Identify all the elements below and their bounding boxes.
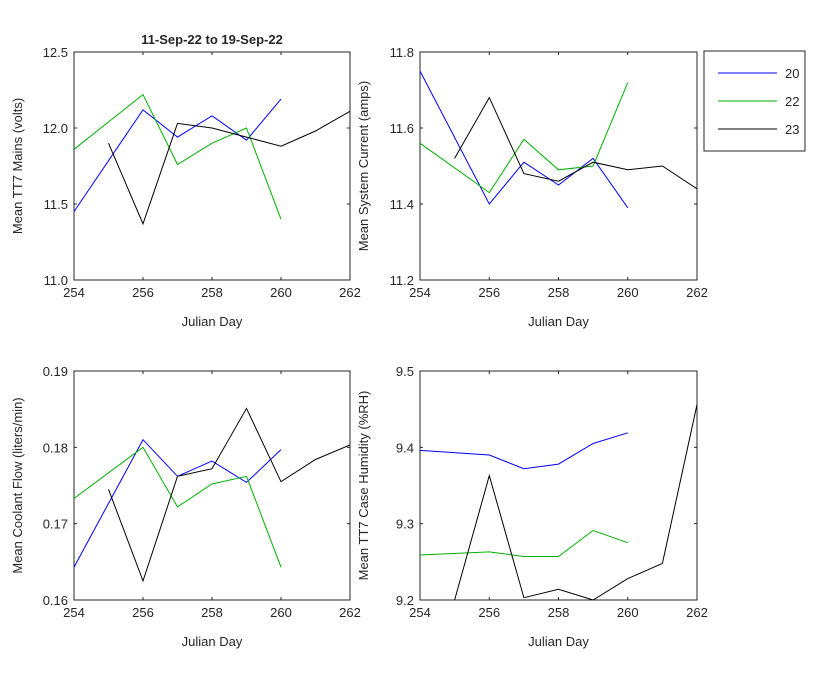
series-line-23 (108, 407, 350, 583)
y-tick-label: 11.6 (390, 121, 414, 136)
x-axis-label: Julian Day (182, 634, 243, 649)
y-axis-label: Mean TT7 Case Humidity (%RH) (356, 391, 371, 581)
series-line-23 (454, 96, 697, 190)
x-tick-label: 262 (339, 285, 361, 300)
x-tick-label: 258 (201, 285, 223, 300)
series-line-22 (74, 93, 282, 220)
series-group (74, 407, 350, 583)
y-axis-label: Mean Coolant Flow (liters/min) (10, 397, 25, 573)
series-line-20 (74, 438, 282, 568)
x-tick-label: 258 (548, 605, 570, 620)
axes-frame (73, 370, 351, 601)
x-tick-label: 260 (270, 605, 292, 620)
y-tick-label: 11.5 (44, 197, 68, 212)
series-line-22 (420, 529, 628, 557)
x-tick-label: 254 (63, 605, 85, 620)
x-tick-label: 256 (478, 605, 500, 620)
y-tick-label: 9.2 (396, 593, 414, 608)
legend-label-23: 23 (785, 122, 799, 137)
series-line-23 (454, 404, 697, 600)
y-tick-label: 9.4 (396, 440, 414, 455)
legend-label-22: 22 (785, 94, 799, 109)
series-group (74, 93, 350, 226)
x-tick-label: 262 (686, 285, 708, 300)
x-tick-label: 258 (201, 605, 223, 620)
y-tick-label: 11.2 (390, 273, 414, 288)
y-tick-label: 12.0 (43, 121, 68, 136)
series-group (420, 404, 697, 600)
y-axis-label: Mean System Current (amps) (356, 81, 371, 252)
series-group (420, 70, 697, 209)
y-tick-label: 9.5 (396, 364, 414, 379)
y-tick-label: 0.19 (43, 364, 68, 379)
y-tick-label: 9.3 (396, 517, 414, 532)
figure-title: 11-Sep-22 to 19-Sep-22 (141, 32, 283, 47)
y-tick-label: 12.5 (43, 45, 68, 60)
axes-frame (73, 51, 351, 281)
x-tick-label: 262 (339, 605, 361, 620)
x-tick-label: 260 (617, 605, 639, 620)
subplot-4: 254 256 258 260 262 9.2 9.3 9.4 9.5 Julian Day Mea… (356, 364, 708, 649)
y-tick-label: 11.8 (390, 45, 414, 60)
x-axis-label: Julian Day (528, 634, 589, 649)
y-tick-label: 0.17 (43, 517, 68, 532)
series-line-20 (420, 432, 628, 470)
x-tick-label: 254 (409, 605, 431, 620)
x-tick-label: 254 (409, 285, 431, 300)
x-tick-label: 256 (478, 285, 500, 300)
series-line-22 (74, 446, 282, 568)
subplot-2: 254 256 258 260 262 11.2 11.4 11.6 11.8 Julian Da… (356, 45, 708, 329)
x-axis-label: Julian Day (528, 314, 589, 329)
x-tick-label: 254 (63, 285, 85, 300)
y-axis-label: Mean TT7 Mains (volts) (10, 98, 25, 234)
x-tick-label: 256 (132, 285, 154, 300)
series-line-23 (108, 110, 350, 226)
axes-frame (419, 51, 698, 281)
axes-frame (419, 370, 698, 601)
series-line-20 (74, 98, 282, 212)
x-axis-label: Julian Day (182, 314, 243, 329)
x-tick-label: 260 (270, 285, 292, 300)
series-line-22 (420, 82, 629, 194)
y-tick-label: 0.18 (43, 440, 68, 455)
x-tick-label: 258 (548, 285, 570, 300)
y-tick-label: 11.4 (390, 197, 414, 212)
y-tick-label: 11.0 (44, 273, 68, 288)
subplots: 254 256 258 260 262 11.0 11.5 12.0 12.5 Julian Da… (10, 45, 708, 649)
subplot-1: 254 256 258 260 262 11.0 11.5 12.0 12.5 Julian Da… (10, 45, 361, 329)
legend: 20 22 23 (703, 50, 806, 152)
x-tick-label: 262 (686, 605, 708, 620)
x-tick-label: 256 (132, 605, 154, 620)
legend-label-20: 20 (785, 66, 799, 81)
y-tick-label: 0.16 (43, 593, 68, 608)
series-line-20 (420, 70, 629, 209)
subplot-3: 254 256 258 260 262 0.16 0.17 0.18 0.19 Julian Da… (10, 364, 361, 649)
x-tick-label: 260 (617, 285, 639, 300)
